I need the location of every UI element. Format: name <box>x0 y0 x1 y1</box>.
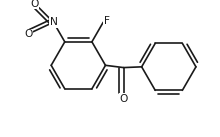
Text: N: N <box>50 17 57 27</box>
Text: O: O <box>24 29 33 39</box>
Text: F: F <box>104 16 110 26</box>
Text: O: O <box>119 94 128 104</box>
Text: O: O <box>30 0 39 9</box>
